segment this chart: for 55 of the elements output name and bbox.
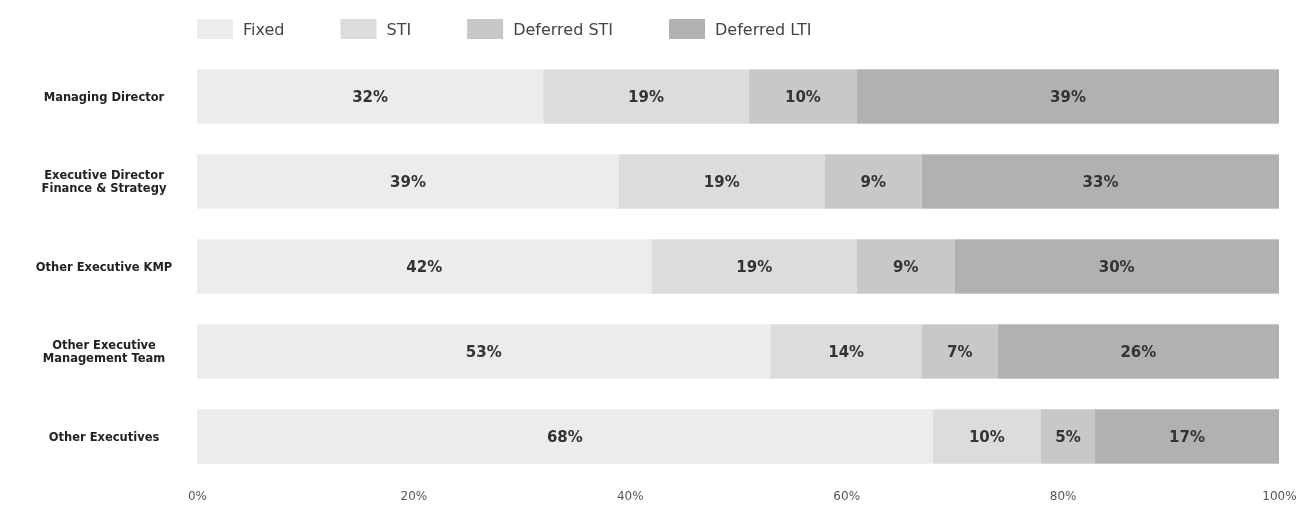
- data-label: 5%: [1055, 427, 1081, 446]
- data-label: 42%: [406, 257, 443, 276]
- data-label: 53%: [465, 342, 502, 361]
- bar: [954, 239, 1279, 294]
- data-label: 33%: [1082, 172, 1119, 191]
- data-label: 39%: [1050, 87, 1086, 106]
- y-tick-label: Executive Director Finance & Strategy: [41, 167, 167, 195]
- data-label: 32%: [352, 87, 389, 106]
- data-label: 26%: [1120, 342, 1157, 361]
- y-tick-label: Other Executives: [48, 429, 160, 444]
- legend-label: STI: [386, 19, 412, 39]
- x-tick-label: 80%: [1049, 488, 1077, 503]
- data-label: 14%: [828, 342, 865, 361]
- legend-label: Deferred LTI: [715, 19, 812, 39]
- bar: [770, 324, 922, 379]
- bar: [824, 154, 922, 209]
- x-tick-label: 20%: [400, 488, 428, 503]
- data-label: 9%: [860, 172, 886, 191]
- x-tick-label: 0%: [187, 488, 208, 503]
- bar: [197, 239, 652, 294]
- bar: [197, 69, 544, 124]
- data-label: 9%: [892, 257, 919, 276]
- y-tick-label: Other Executive KMP: [35, 259, 173, 274]
- bar: [543, 69, 749, 124]
- data-label: 19%: [628, 87, 664, 106]
- bar: [932, 409, 1041, 464]
- legend-label: Fixed: [243, 19, 285, 39]
- bar: [197, 324, 771, 379]
- legend-label: Deferred STI: [513, 19, 614, 39]
- data-label: 30%: [1098, 257, 1135, 276]
- bar: [1040, 409, 1096, 464]
- x-tick-label: 100%: [1262, 488, 1297, 503]
- x-tick-label: 60%: [833, 488, 861, 503]
- bar: [857, 69, 1279, 124]
- y-tick-label: Managing Director: [43, 89, 165, 104]
- bar: [618, 154, 825, 209]
- x-tick-label: 40%: [616, 488, 644, 503]
- data-label: 19%: [736, 257, 773, 276]
- data-label: 17%: [1169, 427, 1205, 446]
- bar: [1095, 409, 1279, 464]
- data-label: 10%: [968, 427, 1005, 446]
- data-label: 39%: [390, 172, 426, 191]
- y-tick-label: Other Executive Management Team: [42, 337, 166, 365]
- data-label: 68%: [546, 427, 583, 446]
- bar: [197, 409, 933, 464]
- bar: [997, 324, 1279, 379]
- bar: [748, 69, 858, 124]
- data-label: 7%: [947, 342, 973, 361]
- bar: [921, 324, 998, 379]
- data-label: 19%: [703, 172, 740, 191]
- bar: [197, 154, 619, 209]
- data-label: 10%: [784, 87, 821, 106]
- bar: [651, 239, 858, 294]
- bar: [857, 239, 955, 294]
- bar: [921, 154, 1279, 209]
